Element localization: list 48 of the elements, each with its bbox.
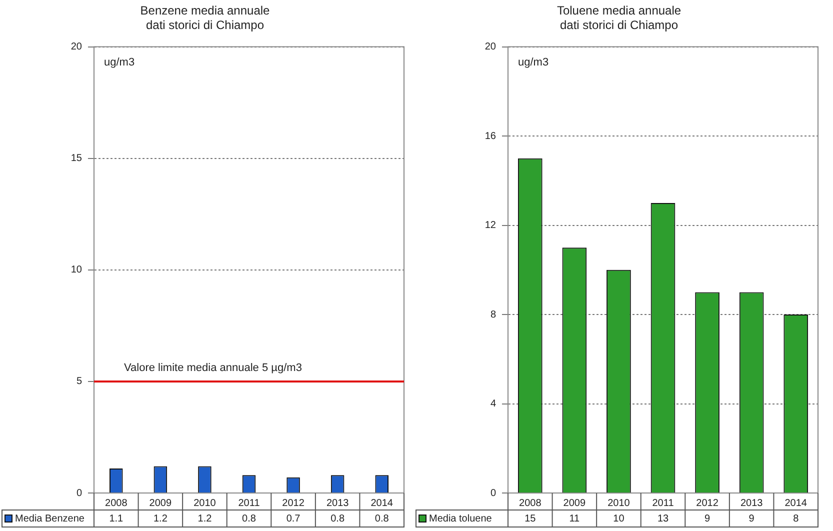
- y-tick-label: 4: [490, 398, 496, 410]
- y-tick-label: 20: [484, 42, 496, 53]
- x-tick-label: 2014: [370, 498, 394, 509]
- y-tick-label: 20: [70, 42, 82, 53]
- data-label: 8: [793, 513, 800, 524]
- y-tick-label: 15: [70, 153, 82, 164]
- x-tick-label: 2013: [326, 498, 350, 509]
- x-tick-label: 2013: [740, 498, 764, 509]
- data-label: 9: [704, 513, 711, 524]
- x-tick-label: 2012: [282, 498, 305, 509]
- data-label: 15: [524, 513, 536, 524]
- y-tick-label: 12: [484, 220, 496, 232]
- x-tick-label: 2008: [105, 498, 128, 509]
- y-axis-title: ug/m3: [104, 56, 135, 68]
- x-tick-label: 2012: [696, 498, 719, 509]
- y-tick-label: 5: [76, 376, 82, 388]
- ref-line-label: Valore limite media annuale 5 µg/m3: [124, 362, 302, 374]
- x-tick-label: 2009: [563, 498, 586, 509]
- y-tick-label: 16: [484, 130, 496, 142]
- chart-subtitle: dati storici di Chiampo: [146, 18, 264, 32]
- data-label: 0.7: [286, 513, 301, 524]
- data-label: 0.8: [374, 513, 390, 524]
- chart-subtitle: dati storici di Chiampo: [560, 18, 678, 32]
- x-tick-label: 2011: [238, 498, 260, 509]
- data-label: 9: [748, 513, 755, 524]
- data-label: 1.1: [109, 513, 124, 524]
- y-tick-label: 8: [490, 309, 496, 320]
- y-axis-title: ug/m3: [518, 56, 549, 68]
- legend-label: Media Benzene: [15, 513, 85, 524]
- data-label: 1.2: [153, 513, 168, 524]
- x-tick-label: 2010: [608, 498, 630, 509]
- legend-label: Media toluene: [429, 513, 492, 524]
- data-label: 11: [569, 513, 580, 524]
- data-label: 0.8: [242, 513, 256, 524]
- y-tick-label: 10: [70, 264, 82, 276]
- x-tick-label: 2010: [194, 498, 216, 509]
- data-label: 13: [657, 513, 669, 524]
- data-label: 10: [613, 513, 625, 524]
- chart-title: Benzene media annuale: [140, 4, 270, 18]
- x-tick-label: 2014: [784, 498, 808, 509]
- chart-title: Toluene media annuale: [556, 4, 682, 18]
- data-label: 1.2: [198, 513, 212, 524]
- x-tick-label: 2011: [652, 498, 674, 509]
- x-tick-label: 2008: [519, 498, 542, 509]
- x-tick-label: 2009: [149, 498, 172, 509]
- y-tick-label: 0: [490, 488, 496, 499]
- data-label: 0.8: [330, 513, 345, 524]
- y-tick-label: 0: [76, 488, 82, 499]
